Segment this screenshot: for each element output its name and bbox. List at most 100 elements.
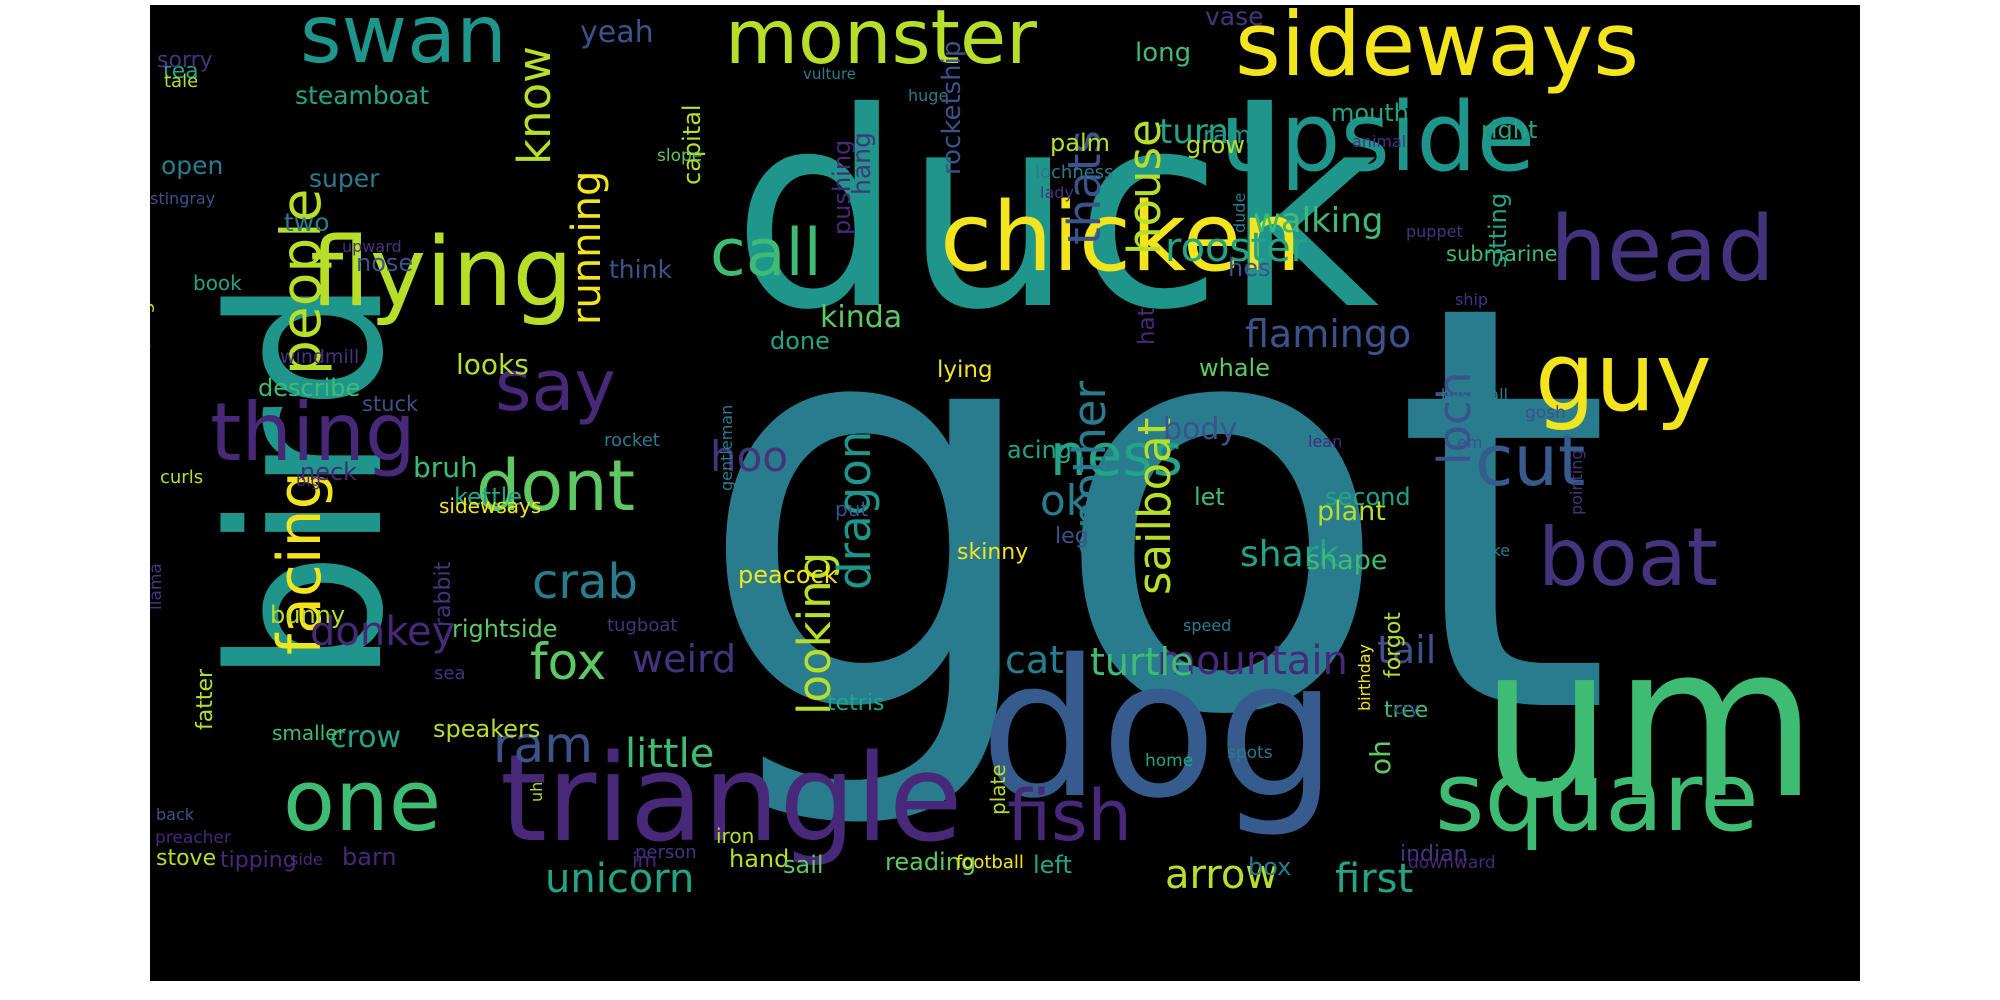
word-113: lean — [1308, 432, 1342, 451]
word-19: cut — [1475, 420, 1585, 502]
word-129: bunny — [270, 601, 345, 629]
word-162: downward — [1408, 853, 1496, 873]
word-58: kinda — [820, 300, 902, 335]
word-96: submarine — [1446, 242, 1558, 266]
word-100: hat — [1134, 307, 1160, 345]
word-17: fish — [1007, 775, 1132, 857]
word-7: flying — [310, 218, 573, 328]
word-0: got — [695, 186, 1613, 838]
word-122: sidewsays — [439, 494, 541, 518]
word-143: home — [1145, 751, 1193, 771]
word-85: slope — [657, 146, 702, 166]
word-12: guy — [1535, 323, 1712, 433]
word-11: head — [1550, 197, 1775, 302]
word-62: plant — [1317, 496, 1386, 527]
word-38: donkey — [310, 609, 455, 655]
word-109: kicking — [150, 302, 155, 369]
word-160: box — [1248, 853, 1291, 881]
word-90: upward — [342, 237, 402, 256]
word-156: iron — [716, 824, 754, 848]
word-99: ship — [1455, 290, 1488, 309]
word-132: rabbit — [431, 561, 456, 627]
word-27: loch — [1428, 372, 1481, 465]
word-131: speed — [1183, 616, 1231, 635]
word-135: fatter — [193, 668, 218, 730]
word-54: walking — [1253, 201, 1383, 241]
word-142: plate — [986, 764, 1010, 815]
word-29: thats — [1058, 130, 1111, 245]
word-123: put — [835, 497, 868, 521]
word-6: chicken — [940, 183, 1301, 293]
word-43: first — [1335, 856, 1413, 902]
word-46: rooster — [1165, 225, 1308, 271]
word-112: acing — [1007, 436, 1072, 464]
word-55: yeah — [580, 15, 654, 50]
word-20: dont — [476, 445, 635, 527]
word-67: ramp — [1203, 121, 1266, 149]
word-10: sideways — [1235, 5, 1639, 96]
word-82: two — [284, 208, 330, 237]
word-8: square — [1435, 743, 1759, 853]
word-134: sea — [434, 663, 465, 684]
word-cloud: got duck bird dog um triangle chicken flying squ… — [150, 5, 1860, 981]
word-40: ok — [1040, 476, 1091, 525]
word-47: flamingo — [1245, 312, 1411, 356]
word-31: running — [564, 171, 610, 325]
word-155: sail — [783, 851, 824, 879]
word-111: gentleman — [717, 405, 736, 491]
word-147: preacher — [155, 828, 231, 848]
word-80: open — [161, 151, 223, 180]
word-141: birthday — [1355, 644, 1374, 711]
word-28: house — [1118, 119, 1171, 255]
word-146: back — [156, 805, 195, 824]
word-15: one — [283, 752, 441, 851]
word-144: spots — [1227, 743, 1273, 763]
word-79: rocketship — [937, 41, 967, 175]
word-114: em — [1457, 433, 1482, 452]
word-3: dog — [980, 619, 1337, 840]
word-102: done — [770, 327, 830, 355]
word-95: hes — [1228, 254, 1270, 282]
word-107: describe — [258, 374, 360, 402]
word-128: llama — [150, 563, 166, 610]
word-30: know — [508, 46, 561, 165]
word-133: tugboat — [607, 615, 677, 636]
word-130: rightside — [452, 615, 558, 643]
word-145: uh — [527, 782, 546, 802]
word-148: stove — [156, 846, 216, 871]
word-118: kettle — [454, 483, 522, 511]
word-138: tetris — [827, 691, 884, 716]
word-44: mountain — [1157, 638, 1348, 684]
word-103: lying — [937, 357, 993, 383]
word-57: body — [1163, 412, 1237, 447]
word-106: gosh — [1525, 403, 1566, 423]
word-37: ram — [493, 716, 593, 774]
word-4: um — [1480, 600, 1818, 845]
word-24: facing — [265, 471, 335, 655]
word-56: crow — [330, 720, 401, 755]
word-98: book — [193, 271, 242, 295]
word-50: weird — [632, 637, 736, 681]
word-72: tale — [164, 71, 198, 92]
word-23: ness — [1050, 421, 1183, 489]
word-84: pushing — [828, 140, 856, 235]
word-22: say — [495, 345, 616, 427]
word-150: side — [290, 850, 323, 869]
word-41: unicorn — [545, 856, 694, 902]
word-127: peacock — [738, 561, 838, 589]
word-101: windmill — [280, 346, 359, 368]
word-137: speakers — [433, 715, 540, 743]
word-35: crab — [532, 554, 638, 610]
word-92: think — [609, 255, 672, 284]
word-121: pointing — [1567, 449, 1586, 515]
word-74: vulture — [803, 65, 856, 83]
word-65: vase — [1205, 5, 1264, 31]
word-2: bird — [185, 277, 430, 685]
word-45: little — [625, 731, 714, 777]
word-25: people — [269, 189, 333, 375]
word-115: curls — [160, 467, 203, 488]
word-59: looks — [456, 348, 529, 381]
word-51: cat — [1005, 638, 1064, 682]
word-33: dragon — [828, 431, 881, 590]
